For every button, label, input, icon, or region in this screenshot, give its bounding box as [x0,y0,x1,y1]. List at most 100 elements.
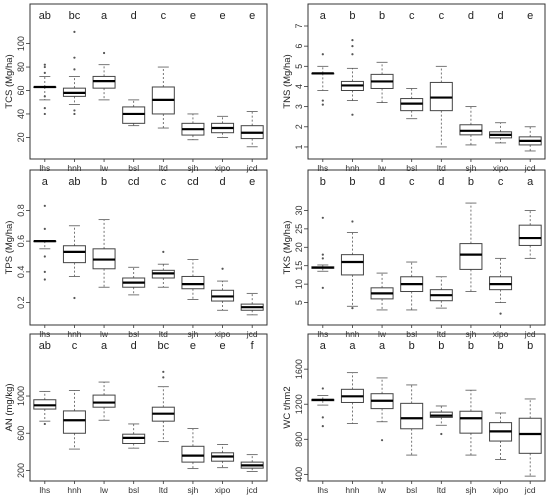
significance-letter: d [379,176,385,188]
outlier-point [321,416,324,419]
y-tick-label: 20 [294,242,304,252]
x-tick-label: xipo [493,163,509,173]
significance-letter: b [498,340,504,352]
y-tick-label: 0.2 [16,296,26,309]
significance-letter: ab [39,340,51,352]
iqr-box [92,394,116,408]
box-sjh [181,428,205,470]
significance-letter: b [468,340,474,352]
outlier-point [73,30,76,33]
outlier-point [162,376,165,379]
significance-letter: bc [158,340,170,352]
significance-letter: bc [69,10,81,22]
significance-letter: a [349,340,356,352]
y-tick-label: 200 [16,463,26,478]
box-lhs [33,204,57,281]
significance-letter: a [320,10,327,22]
y-tick-label: 1600 [294,359,304,379]
plot-frame [307,169,546,326]
outlier-point [73,109,76,112]
outlier-point [351,39,354,42]
significance-letter: cd [187,176,199,188]
x-tick-label: sjh [188,163,199,173]
outlier-point [43,112,46,116]
box-jcd [240,454,264,472]
x-tick-label: ltd [437,163,446,173]
box-jcd [240,292,264,316]
box-bsl [122,266,146,296]
iqr-box [181,275,205,290]
x-tick-label: bsl [406,163,417,173]
outlier-point [499,312,502,315]
iqr-box [62,245,86,264]
iqr-box [459,243,483,270]
box-lw [370,377,394,442]
outlier-point [43,63,46,66]
plot-frame [307,3,546,160]
x-tick-label: lw [100,163,109,173]
y-tick-label: 800 [294,432,304,447]
y-tick-label: 20 [16,132,26,142]
x-tick-label: bsl [406,485,417,495]
x-tick-label: jcd [246,163,258,173]
y-axis-label: AN (mg/kg) [4,383,15,431]
x-tick-label: hnh [67,485,81,495]
outlier-point [321,253,324,256]
outlier-point [73,296,76,300]
iqr-box [518,417,542,454]
plot-frame [29,3,268,160]
iqr-box [400,402,424,430]
plot-frame [29,333,268,482]
box-ltd [429,65,453,148]
significance-letter: b [101,176,107,188]
iqr-box [340,254,364,276]
outlier-point [351,53,354,56]
outlier-point [351,220,354,223]
x-tick-label: hnh [345,163,359,173]
significance-letter: e [190,340,196,352]
box-lhs [311,216,335,289]
x-tick-label: xipo [215,163,231,173]
significance-letter: a [379,340,386,352]
significance-letter: b [527,340,533,352]
outlier-point [43,270,46,273]
significance-letter: ab [39,10,51,22]
outlier-point [321,99,324,102]
x-tick-label: ltd [159,485,168,495]
x-tick-label: jcd [524,485,536,495]
y-tick-label: 1200 [294,394,304,414]
outlier-point [73,56,76,59]
outlier-point [102,51,106,55]
significance-letter: ab [68,176,80,188]
outlier-point [73,68,76,71]
y-tick-label: 6 [294,44,304,49]
y-tick-label: 0.6 [16,235,26,248]
box-hnh [62,30,86,116]
box-xipo [211,115,235,138]
x-tick-label: xipo [215,485,231,495]
outlier-point [321,216,324,219]
significance-letter: c [409,10,415,22]
box-bsl [400,384,424,456]
significance-letter: c [72,340,78,352]
y-tick-label: 4 [294,84,304,89]
y-axis-label: WC t/hm2 [282,386,293,428]
outlier-point [43,278,46,281]
y-axis-label: TNS (Mg/ha) [282,54,293,108]
y-axis-label: TKS (Mg/ha) [282,221,293,275]
x-tick-label: lhs [317,485,328,495]
x-tick-label: sjh [466,163,477,173]
box-ltd [429,276,453,309]
boxplot-panel-2: 1 2 3 4 5 6 7 TNS (Mg/ha) a lhs b hnh b lw c bsl c ltd d sj… [282,3,546,173]
box-lw [370,61,394,103]
x-tick-label: bsl [128,485,139,495]
significance-letter: e [220,340,226,352]
significance-letter: e [527,10,533,22]
significance-letter: a [101,340,108,352]
significance-letter: e [190,10,196,22]
box-lhs [33,63,57,116]
